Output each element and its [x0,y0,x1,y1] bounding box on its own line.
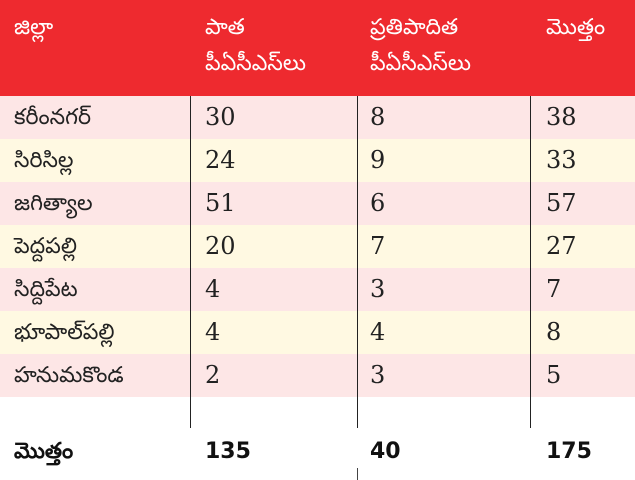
district-cell: హనుమకొండ [14,363,124,388]
totals-total: 175 [546,439,592,464]
proposed-cell: 4 [370,318,386,346]
district-cell: కరీంనగర్ [14,105,92,130]
proposed-cell: 9 [370,146,386,174]
totals-proposed: 40 [370,439,401,464]
total-cell: 8 [546,318,562,346]
district-cell: సిద్దిపేట [14,277,78,302]
proposed-cell: 3 [370,361,386,389]
table-row: సిద్దిపేట 4 3 7 [0,268,635,311]
header-old-pacs: పాత పీఏసీఎస్‌లు [205,10,306,82]
totals-row: మొత్తం 135 40 175 [0,428,635,476]
old-cell: 4 [205,318,221,346]
district-cell: జగిత్యాల [14,191,93,216]
district-cell: భూపాల్‌పల్లి [14,320,115,345]
header-proposed-line2: పీఏసీఎస్‌లు [370,51,472,76]
proposed-cell: 6 [370,189,386,217]
column-divider [190,96,191,428]
table-row: హనుమకొండ 2 3 5 [0,354,635,397]
old-cell: 51 [205,189,236,217]
proposed-cell: 8 [370,103,386,131]
district-cell: పెద్దపల్లి [14,234,77,259]
totals-label: మొత్తం [14,439,74,464]
header-old-line2: పీఏసీఎస్‌లు [205,51,307,76]
table-row: భూపాల్‌పల్లి 4 4 8 [0,311,635,354]
proposed-cell: 7 [370,232,386,260]
total-cell: 33 [546,146,577,174]
table-row: జగిత్యాల 51 6 57 [0,182,635,225]
total-cell: 38 [546,103,577,131]
header-proposed-line1: ప్రతిపాదిత [370,15,459,40]
header-district: జిల్లా [14,15,54,40]
column-divider [530,96,531,428]
header-proposed-pacs: ప్రతిపాదిత పీఏసీఎస్‌లు [370,10,471,82]
old-cell: 24 [205,146,236,174]
header-old-line1: పాత [205,15,245,40]
total-cell: 5 [546,361,562,389]
totals-old: 135 [205,439,251,464]
bottom-tick-mark [357,468,358,480]
table-row: సిరిసిల్ల 24 9 33 [0,139,635,182]
table-row: కరీంనగర్ 30 8 38 [0,96,635,139]
column-divider [357,96,358,428]
old-cell: 30 [205,103,236,131]
table-row: పెద్దపల్లి 20 7 27 [0,225,635,268]
total-cell: 7 [546,275,562,303]
table-header: జిల్లా పాత పీఏసీఎస్‌లు ప్రతిపాదిత పీఏసీఎ… [0,0,635,96]
old-cell: 2 [205,361,221,389]
total-cell: 27 [546,232,577,260]
old-cell: 4 [205,275,221,303]
old-cell: 20 [205,232,236,260]
total-cell: 57 [546,189,577,217]
district-cell: సిరిసిల్ల [14,148,74,173]
proposed-cell: 3 [370,275,386,303]
header-total: మొత్తం [546,15,606,40]
